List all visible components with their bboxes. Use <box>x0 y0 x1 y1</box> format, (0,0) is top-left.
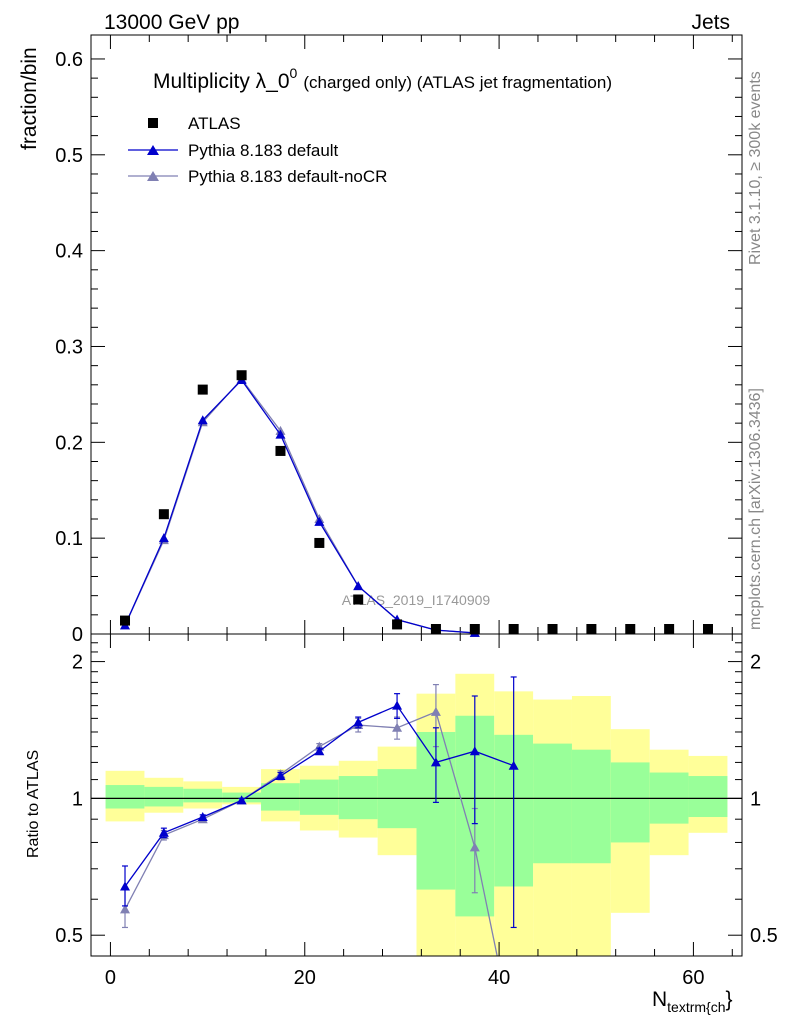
ratio-marker-default <box>236 795 247 805</box>
title-rest: (charged only) (ATLAS jet fragmentation) <box>303 73 612 92</box>
ratio-frame <box>90 633 743 957</box>
main-ytick-label: 0.4 <box>55 241 83 263</box>
band-inner <box>299 779 339 815</box>
main-marker-default <box>353 581 364 591</box>
band-inner <box>338 776 378 820</box>
ratio-ytick-label: 1 <box>72 788 83 810</box>
atlas-point <box>469 624 480 634</box>
atlas-point <box>702 624 713 634</box>
legend-marker-nocr <box>147 171 159 181</box>
x-axis-label: Ntextrm{ch} <box>652 988 733 1015</box>
main-plot-area: 0 0.1 0.2 0.3 0.4 0.5 0.6 <box>55 34 743 646</box>
ratio-marker-default <box>197 812 208 822</box>
band-inner <box>105 785 145 809</box>
main-ytick-label: 0.1 <box>55 528 83 550</box>
ratio-ytick-label-right: 2 <box>750 652 761 674</box>
band-inner <box>571 749 611 864</box>
atlas-point <box>158 509 169 520</box>
atlas-point <box>625 624 636 634</box>
ratio-marker-default <box>469 746 480 756</box>
title-main: Multiplicity λ_0 <box>153 70 290 93</box>
ratio-ytick-label-right: 0.5 <box>750 925 778 947</box>
ratio-marker-default <box>508 760 519 770</box>
main-marker-default <box>158 533 169 543</box>
atlas-point <box>547 624 558 634</box>
legend-marker-default <box>147 145 159 155</box>
plot-title: Multiplicity λ_00 (charged only) (ATLAS j… <box>153 65 612 93</box>
band-inner <box>533 743 572 864</box>
ratio-marker-nocr <box>120 904 131 914</box>
band-inner <box>183 788 223 803</box>
xtick-label: 40 <box>488 967 510 989</box>
watermark: ATLAS_2019_I1740909 <box>342 592 491 608</box>
mcplots-label: mcplots.cern.ch [arXiv:1306.3436] <box>747 388 764 630</box>
atlas-point <box>236 370 247 381</box>
band-inner <box>688 776 728 818</box>
legend-marker-atlas <box>148 118 158 128</box>
ratio-marker-default <box>275 771 286 781</box>
x-axis-label-sub: textrm{ch <box>667 999 725 1015</box>
header-left: 13000 GeV pp <box>104 11 239 34</box>
legend-label-atlas: ATLAS <box>188 114 241 133</box>
title-sup: 0 <box>290 65 298 81</box>
atlas-point <box>353 594 364 605</box>
xtick-label: 60 <box>682 967 704 989</box>
main-line-default <box>124 379 475 634</box>
ratio-marker-nocr <box>392 722 403 732</box>
ratio-marker-nocr <box>469 842 480 852</box>
atlas-point <box>664 624 675 634</box>
ratio-ytick-label: 2 <box>72 652 83 674</box>
ratio-plot-area: 0.5 0.51 12 20 20 40 60 <box>55 633 778 989</box>
atlas-point <box>197 384 208 395</box>
main-marker-default <box>314 516 325 526</box>
x-axis-label-brace: } <box>726 988 733 1011</box>
atlas-point <box>586 624 597 634</box>
ratio-series <box>120 676 519 956</box>
legend: ATLAS Pythia 8.183 default Pythia 8.183 … <box>128 114 387 186</box>
ratio-marker-default <box>314 746 325 756</box>
atlas-point <box>275 445 286 456</box>
ratio-marker-default <box>158 827 169 837</box>
rivet-label: Rivet 3.1.10, ≥ 300k events <box>747 71 764 265</box>
ratio-marker-nocr <box>430 706 441 716</box>
band-inner <box>261 783 300 811</box>
ratio-ylabel: Ratio to ATLAS <box>25 750 42 858</box>
main-marker-default <box>197 415 208 425</box>
atlas-point <box>120 615 131 626</box>
svg-text:Multiplicity λ_00(charged only: Multiplicity λ_00 (charged only) (ATLAS j… <box>153 65 612 93</box>
legend-label-default: Pythia 8.183 default <box>188 141 339 160</box>
ratio-marker-default <box>392 700 403 710</box>
ratio-marker-default <box>430 757 441 767</box>
main-ytick-label: 0.6 <box>55 49 83 71</box>
main-ylabel: fraction/bin <box>18 47 41 150</box>
atlas-point <box>508 624 519 634</box>
xtick-label: 0 <box>105 967 116 989</box>
ratio-marker-default <box>353 717 364 727</box>
ratio-marker-default <box>120 881 131 891</box>
atlas-point <box>430 624 441 634</box>
main-ytick-label: 0.3 <box>55 336 83 358</box>
band-inner <box>610 762 650 843</box>
main-marker-default <box>275 429 286 439</box>
xtick-label: 20 <box>294 967 316 989</box>
main-ytick-label: 0 <box>72 624 83 646</box>
atlas-point <box>392 619 403 630</box>
main-ytick-label: 0.2 <box>55 432 83 454</box>
main-ytick-label: 0.5 <box>55 145 83 167</box>
ratio-ytick-label: 0.5 <box>55 925 83 947</box>
ratio-ytick-label-right: 1 <box>750 788 761 810</box>
header-right: Jets <box>691 11 730 34</box>
atlas-point <box>314 537 325 548</box>
legend-label-nocr: Pythia 8.183 default-noCR <box>188 167 387 186</box>
band-inner <box>144 786 184 807</box>
